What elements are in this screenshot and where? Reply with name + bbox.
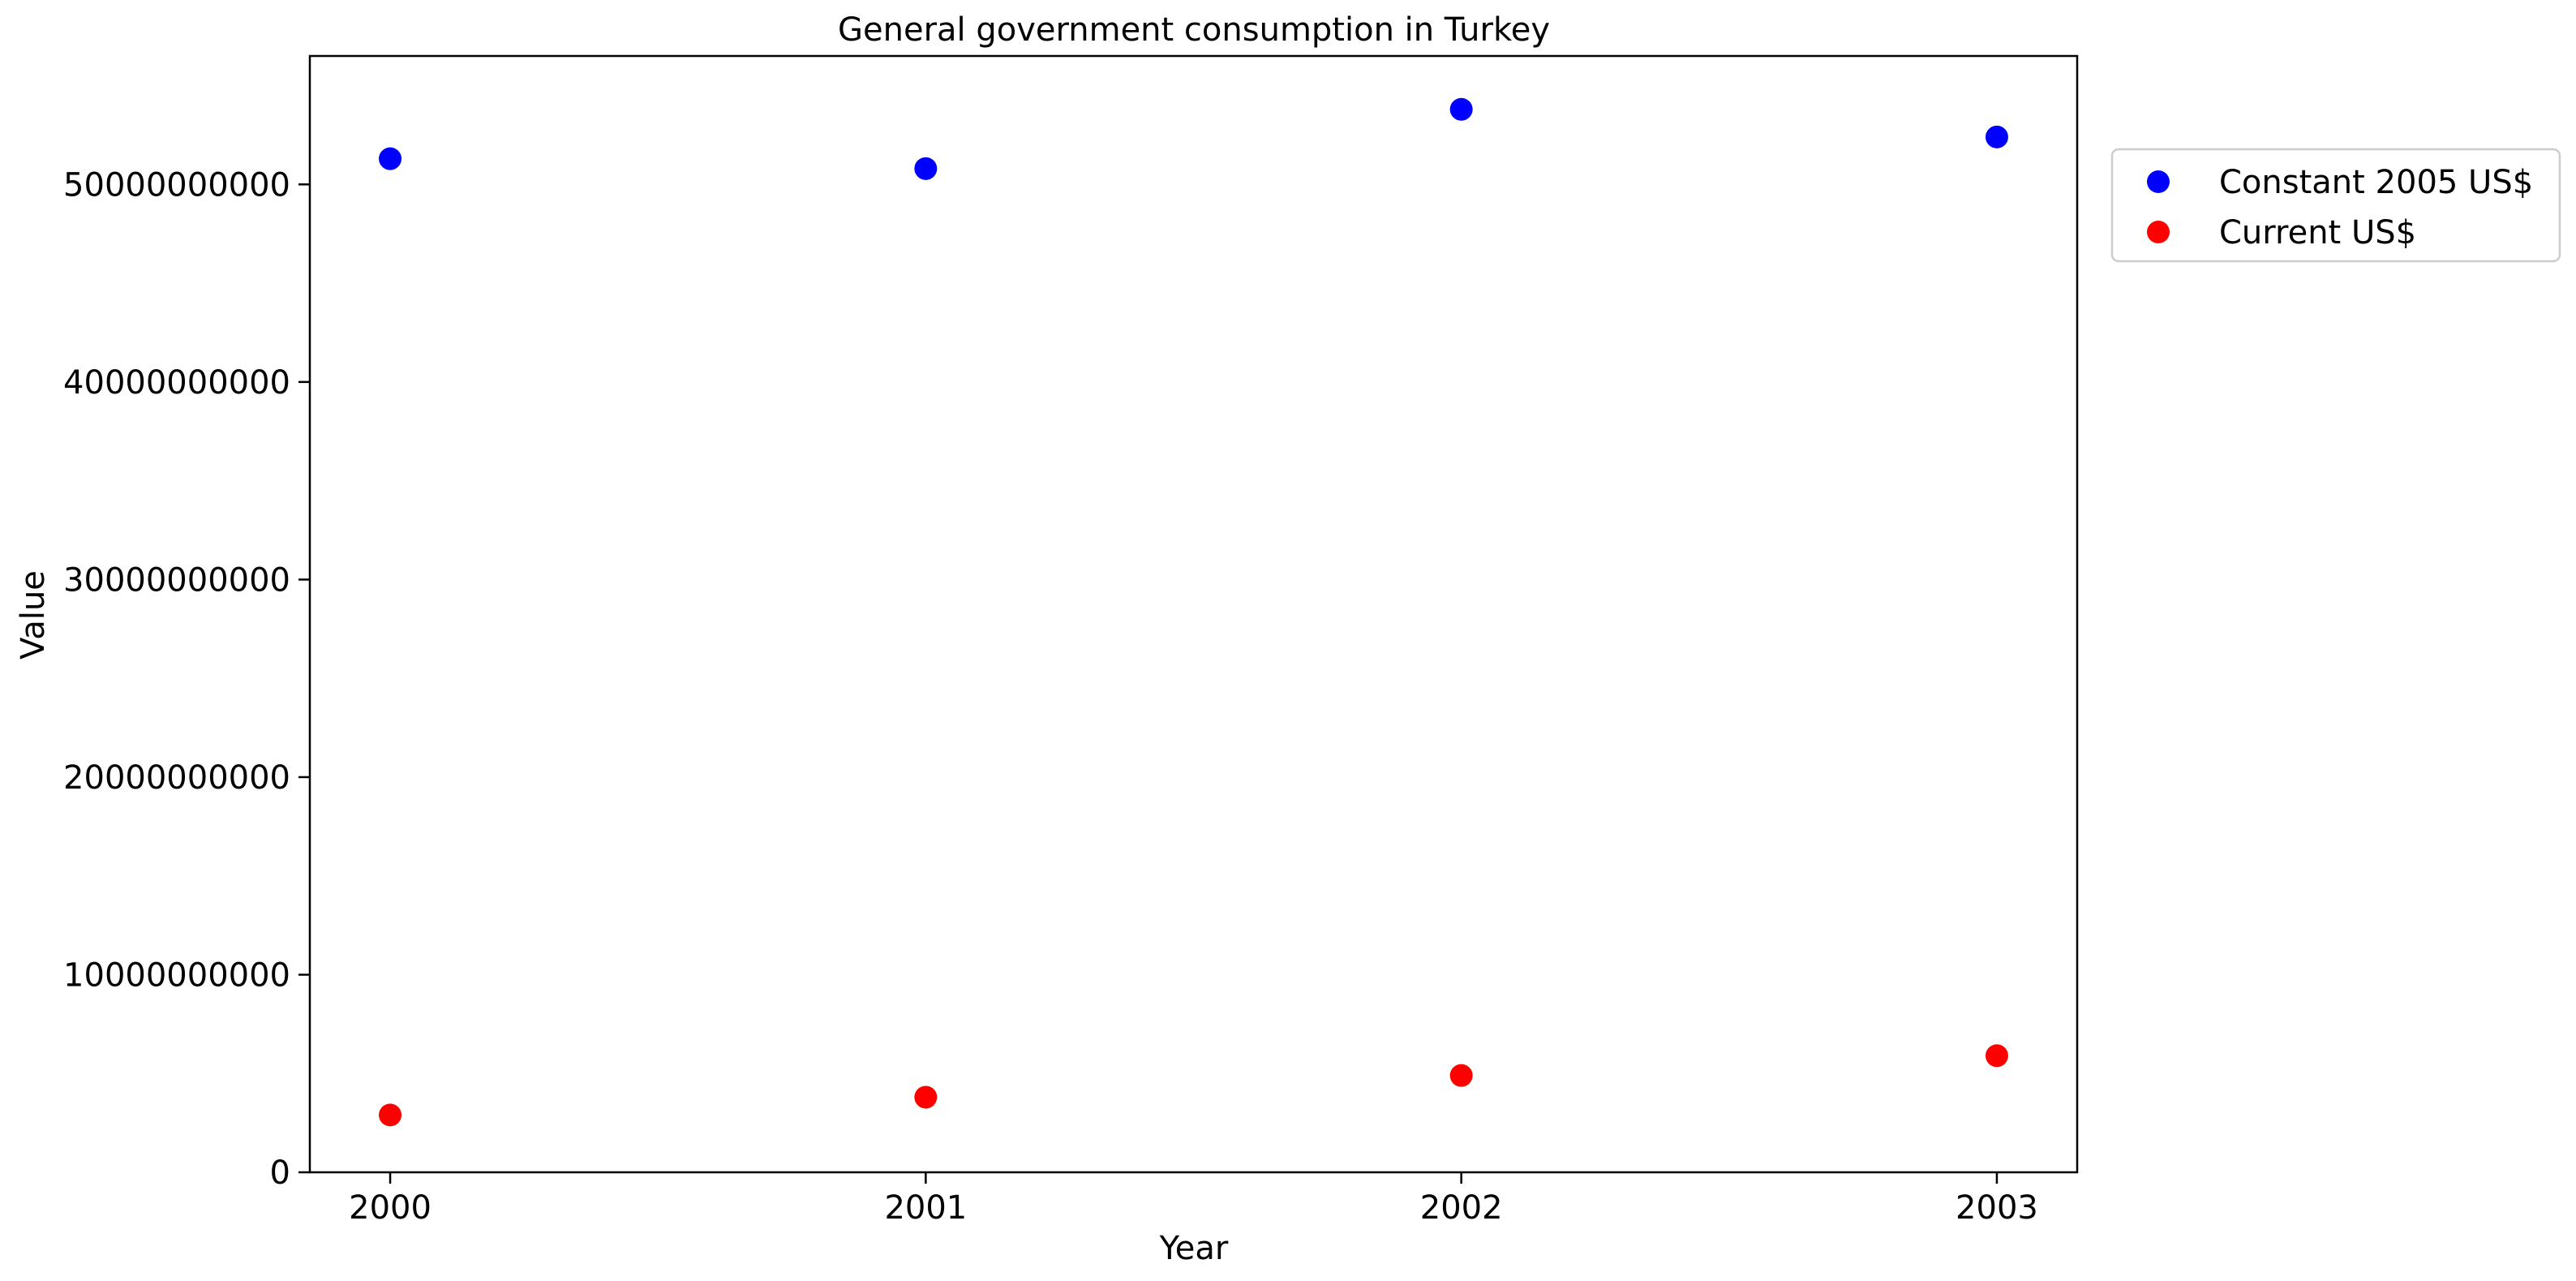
x-axis-label: Year — [1159, 1230, 1229, 1267]
y-tick-label: 0 — [270, 1154, 290, 1192]
x-tick-label: 2001 — [884, 1189, 967, 1227]
y-tick-label: 20000000000 — [63, 759, 290, 797]
data-point-series-1 — [1449, 1064, 1473, 1087]
data-point-series-0 — [1449, 97, 1473, 121]
legend-marker-series-0 — [2147, 170, 2170, 193]
y-tick-label: 10000000000 — [63, 956, 290, 994]
y-tick-label: 30000000000 — [63, 561, 290, 599]
x-tick-label: 2003 — [1956, 1189, 2038, 1227]
y-tick-label: 40000000000 — [63, 364, 290, 402]
plot-area: 0 10000000000 20000000000 30000000000 400000… — [63, 54, 2079, 1227]
legend: Constant 2005 US$ Current US$ — [2110, 148, 2561, 263]
data-point-series-1 — [379, 1103, 402, 1127]
legend-label-series-1: Current US$ — [2219, 214, 2416, 251]
legend-label-series-0: Constant 2005 US$ — [2219, 164, 2533, 201]
data-point-series-1 — [1985, 1044, 2008, 1068]
plot-frame — [308, 54, 2079, 1174]
legend-marker-series-1 — [2147, 221, 2170, 243]
y-axis-label: Value — [15, 570, 52, 660]
data-point-series-0 — [1985, 125, 2008, 148]
y-tick-label: 50000000000 — [63, 166, 290, 204]
x-tick-label: 2002 — [1420, 1189, 1503, 1227]
data-point-series-0 — [379, 147, 402, 170]
legend-frame — [2110, 148, 2561, 263]
data-point-series-0 — [914, 157, 938, 180]
x-tick-label: 2000 — [349, 1189, 431, 1227]
data-point-series-1 — [914, 1085, 938, 1109]
chart-title: General government consumption in Turkey — [838, 11, 1550, 49]
